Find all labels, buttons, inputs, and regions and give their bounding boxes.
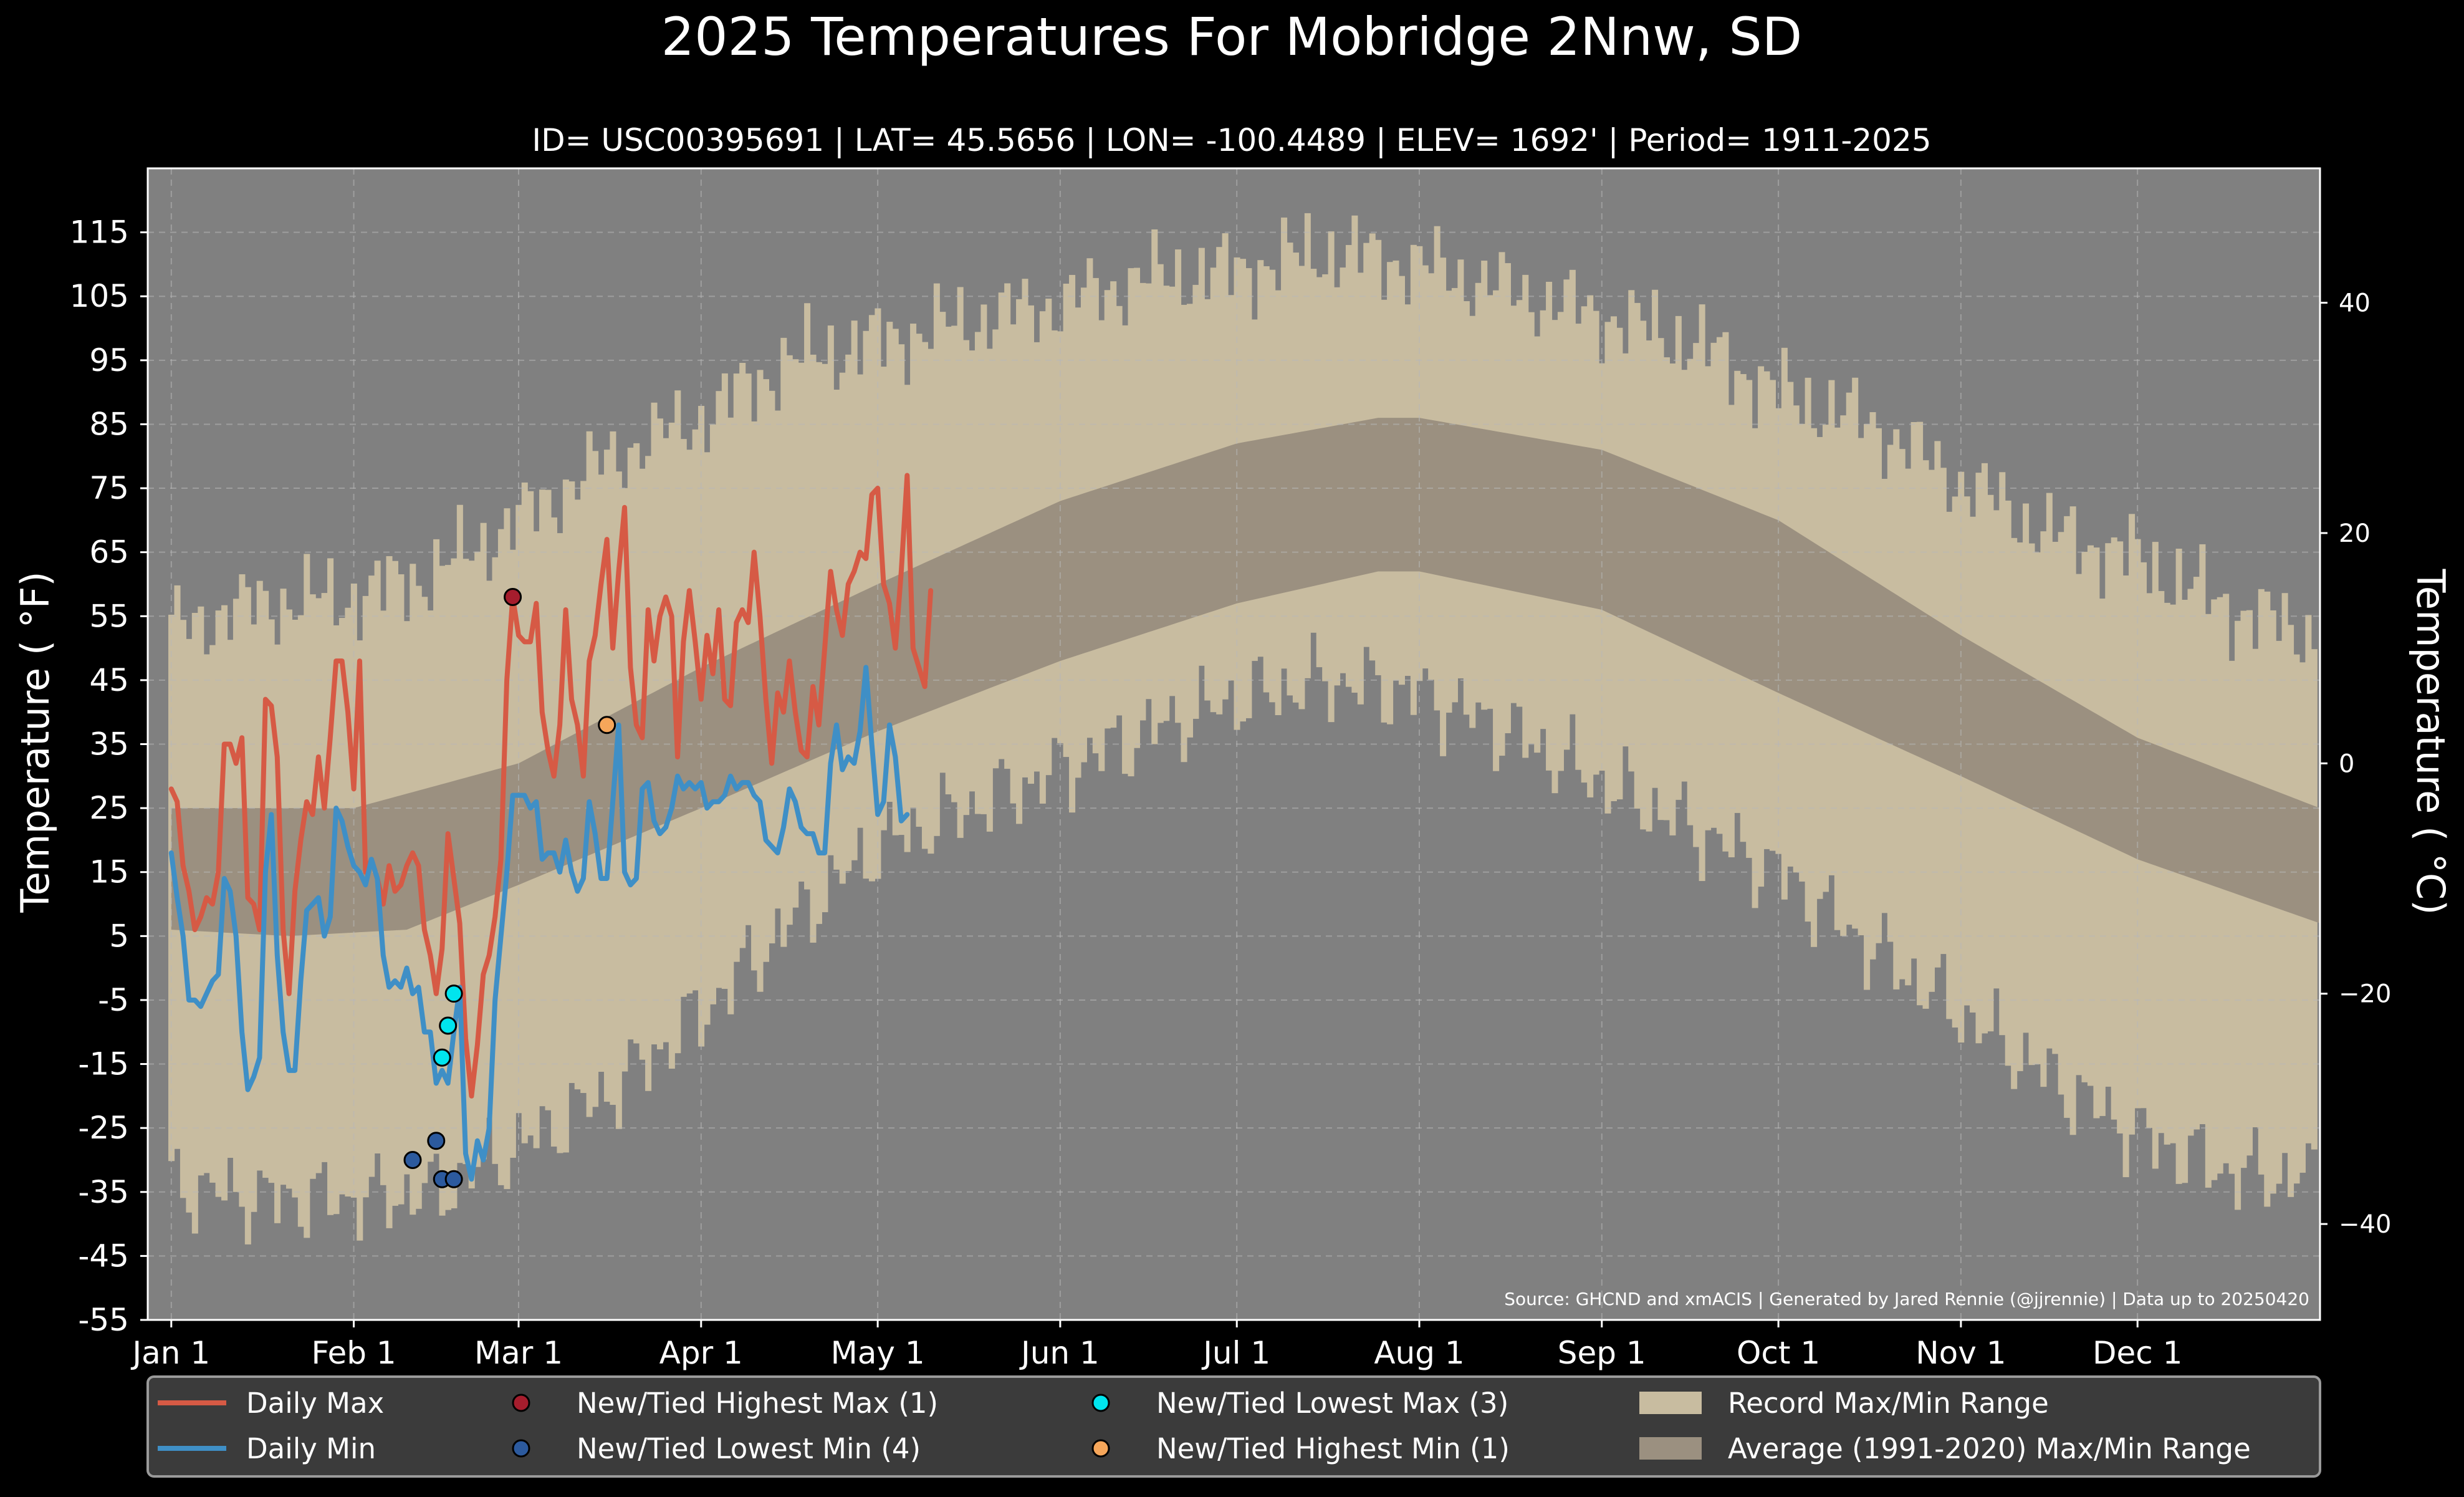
record-range-bar	[2205, 614, 2212, 1188]
y-tick-label-right: 20	[2339, 519, 2371, 548]
record-range-bar	[2122, 575, 2129, 1178]
record-marker-point	[504, 587, 522, 606]
record-range-bar	[2299, 662, 2306, 1173]
record-range-bar	[2011, 537, 2018, 1089]
y-tick-label-left: 105	[70, 278, 129, 314]
y-tick-label-left: -55	[78, 1302, 129, 1338]
x-tick-label: Dec 1	[2092, 1335, 2182, 1371]
x-tick-label: Apr 1	[659, 1335, 743, 1371]
x-tick-label: Nov 1	[1915, 1335, 2006, 1371]
record-marker-point	[439, 1016, 458, 1035]
x-tick-label: Oct 1	[1737, 1335, 1820, 1371]
y-tick-label-left: 5	[109, 918, 129, 954]
y-tick-label-right: −20	[2339, 980, 2391, 1009]
y-tick-label-right: −40	[2339, 1210, 2391, 1239]
y-tick-label-left: 15	[89, 854, 129, 890]
y-tick-label-left: 115	[70, 214, 129, 251]
legend-label-lowest-max: New/Tied Lowest Max (3)	[1156, 1387, 1508, 1420]
record-range-bar	[2211, 599, 2218, 1180]
record-range-bar	[2276, 640, 2283, 1184]
legend-swatch-average-range	[1639, 1437, 1702, 1460]
legend-box	[146, 1375, 2321, 1478]
y-tick-label-left: 85	[89, 406, 129, 442]
record-range-bar	[2228, 660, 2235, 1174]
y-axis-label-right: Temperature ( °C)	[2408, 569, 2453, 915]
record-range-bar	[886, 322, 893, 802]
record-range-bar	[2164, 602, 2170, 1145]
y-tick-label-left: -5	[98, 982, 129, 1018]
y-tick-label-left: -15	[78, 1046, 129, 1082]
legend-label-highest-min: New/Tied Highest Min (1)	[1156, 1432, 1510, 1465]
record-range-bar	[910, 324, 917, 808]
legend-swatch-record-range	[1639, 1392, 1702, 1414]
legend-swatch-lowest-min	[512, 1439, 530, 1458]
record-marker-point	[427, 1132, 446, 1150]
average-range-band	[171, 418, 2320, 936]
y-tick-label-left: 45	[89, 662, 129, 698]
x-tick-label: Jul 1	[1201, 1335, 1270, 1371]
source-note: Source: GHCND and xmACIS | Generated by …	[1504, 1289, 2309, 1309]
legend-swatch-highest-max	[512, 1394, 530, 1412]
y-tick-label-right: 0	[2339, 749, 2354, 778]
record-range-bar	[939, 312, 946, 773]
y-tick-label-left: -35	[78, 1174, 129, 1210]
legend-swatch-highest-min	[1091, 1439, 1110, 1458]
chart-title: 2025 Temperatures For Mobridge 2Nnw, SD	[661, 6, 1803, 67]
record-marker-point	[433, 1048, 451, 1067]
x-tick-label: Aug 1	[1374, 1335, 1464, 1371]
record-range-bar	[2170, 604, 2177, 1143]
legend-label-daily-max: Daily Max	[246, 1387, 384, 1420]
x-tick-label: Feb 1	[311, 1335, 396, 1371]
y-tick-label-right: 40	[2339, 289, 2371, 318]
daily-max-line	[168, 473, 934, 1099]
y-tick-label-left: 25	[89, 790, 129, 826]
record-marker-point	[403, 1150, 422, 1169]
legend: Daily Max Daily Min New/Tied Highest Max…	[146, 1375, 2321, 1478]
x-tick-label: May 1	[831, 1335, 925, 1371]
record-range-bar	[2099, 599, 2106, 1116]
x-tick-label: Mar 1	[474, 1335, 563, 1371]
daily-series	[168, 473, 934, 1182]
legend-label-highest-max: New/Tied Highest Max (1)	[577, 1387, 938, 1420]
y-tick-label-left: 95	[89, 342, 129, 378]
chart-subtitle: ID= USC00395691 | LAT= 45.5656 | LON= -1…	[532, 122, 1931, 158]
record-markers	[403, 587, 616, 1188]
record-range-bar	[998, 292, 1005, 759]
average-range-area	[171, 418, 2320, 936]
record-marker-point	[598, 716, 616, 734]
record-range-bar	[851, 320, 858, 860]
legend-label-record-range: Record Max/Min Range	[1728, 1387, 2049, 1420]
record-range-bar	[2016, 542, 2023, 1071]
record-marker-point	[444, 984, 463, 1003]
record-range-bar	[2182, 600, 2188, 1183]
record-marker-point	[444, 1170, 463, 1188]
x-tick-label: Jun 1	[1019, 1335, 1100, 1371]
legend-label-daily-min: Daily Min	[246, 1432, 376, 1465]
legend-label-average-range: Average (1991-2020) Max/Min Range	[1728, 1432, 2251, 1465]
grid-lines	[148, 168, 2320, 1321]
record-range-bar	[357, 640, 363, 1241]
y-tick-label-left: 65	[89, 534, 129, 570]
y-axis-label-left: Temperature ( °F)	[12, 571, 58, 913]
record-range-bar	[2235, 620, 2241, 1210]
axes: -55-45-35-25-15-551525354555657585951051…	[70, 167, 2391, 1371]
y-tick-label-left: 55	[89, 598, 129, 634]
record-range-bar	[804, 303, 811, 890]
record-range-bar	[2293, 654, 2300, 1184]
legend-swatch-lowest-max	[1091, 1394, 1110, 1412]
x-tick-label: Jan 1	[130, 1335, 210, 1371]
daily-min-line	[168, 665, 910, 1182]
y-tick-label-left: -45	[78, 1238, 129, 1274]
y-tick-label-left: 35	[89, 726, 129, 763]
y-tick-label-left: -25	[78, 1110, 129, 1146]
y-tick-label-left: 75	[89, 470, 129, 506]
legend-label-lowest-min: New/Tied Lowest Min (4)	[577, 1432, 921, 1465]
x-tick-label: Sep 1	[1558, 1335, 1646, 1371]
